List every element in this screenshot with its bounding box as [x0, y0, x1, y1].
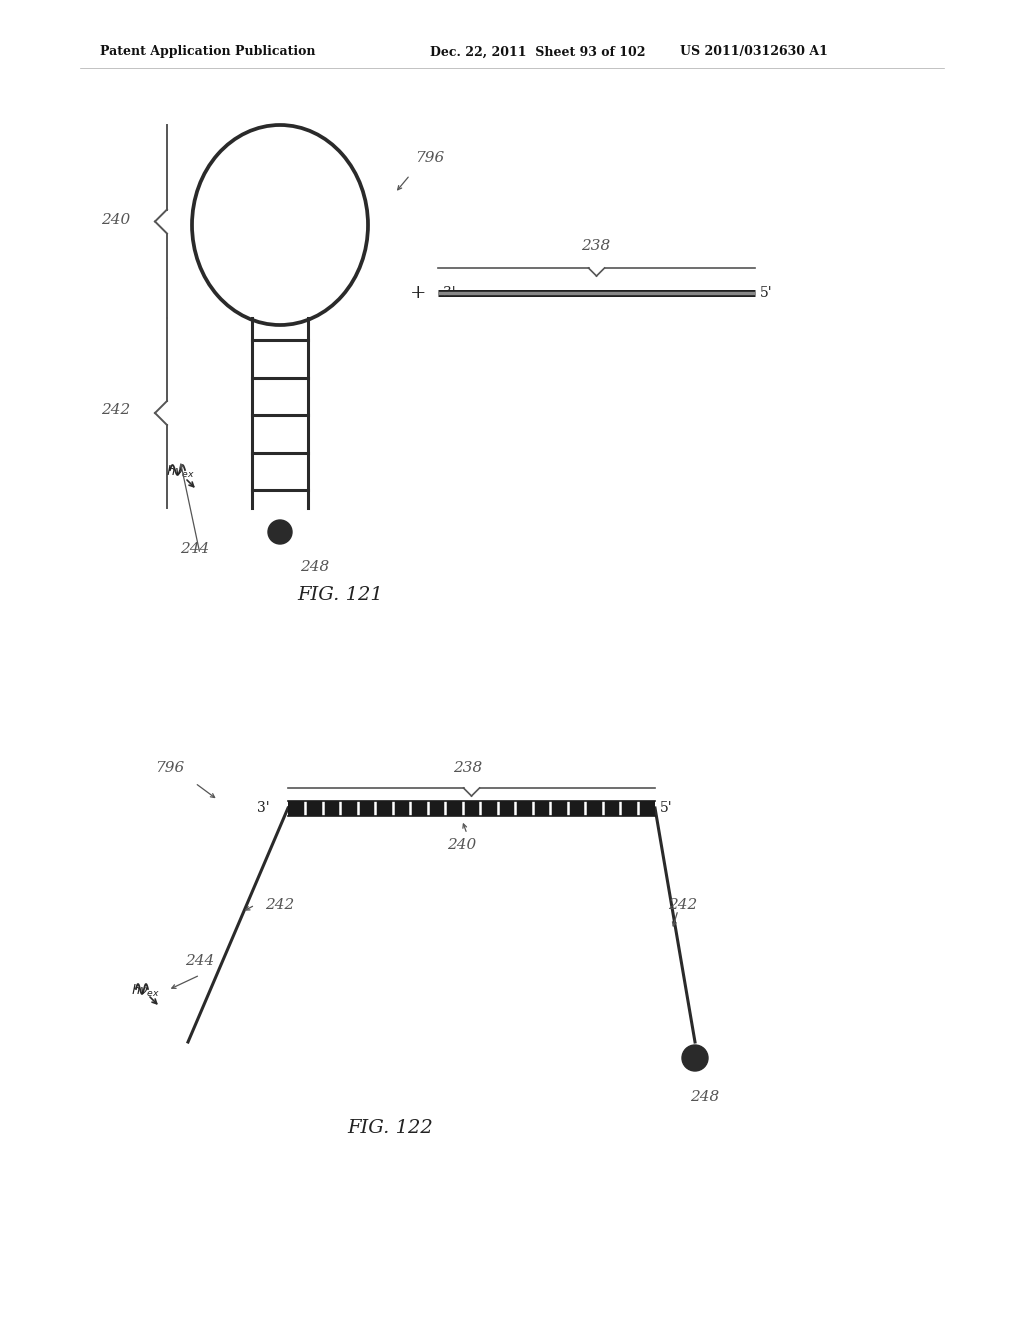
- Circle shape: [682, 1045, 708, 1071]
- Circle shape: [268, 520, 292, 544]
- Bar: [288, 800, 655, 816]
- Text: 242: 242: [668, 898, 697, 912]
- Text: 5': 5': [660, 801, 673, 814]
- Text: $h\nu_{ex}$: $h\nu_{ex}$: [131, 983, 161, 999]
- Text: 3': 3': [257, 801, 270, 814]
- Text: 238: 238: [454, 762, 482, 775]
- Text: 238: 238: [582, 239, 610, 253]
- Text: US 2011/0312630 A1: US 2011/0312630 A1: [680, 45, 827, 58]
- Text: 240: 240: [447, 838, 476, 851]
- Text: 796: 796: [155, 762, 184, 775]
- Text: 796: 796: [415, 150, 444, 165]
- Text: 248: 248: [300, 560, 330, 574]
- Text: FIG. 121: FIG. 121: [297, 586, 383, 605]
- Text: 244: 244: [180, 543, 210, 556]
- Text: 5': 5': [760, 286, 773, 300]
- Text: +: +: [410, 284, 426, 302]
- Text: $h\nu_{ex}$: $h\nu_{ex}$: [167, 465, 196, 480]
- Text: 240: 240: [100, 213, 130, 227]
- Text: FIG. 122: FIG. 122: [347, 1119, 433, 1137]
- Text: 248: 248: [690, 1090, 720, 1104]
- Text: 3': 3': [443, 286, 456, 300]
- Text: 242: 242: [265, 898, 294, 912]
- Text: Patent Application Publication: Patent Application Publication: [100, 45, 315, 58]
- Text: 244: 244: [185, 954, 215, 968]
- Text: Dec. 22, 2011  Sheet 93 of 102: Dec. 22, 2011 Sheet 93 of 102: [430, 45, 645, 58]
- Text: 242: 242: [100, 403, 130, 417]
